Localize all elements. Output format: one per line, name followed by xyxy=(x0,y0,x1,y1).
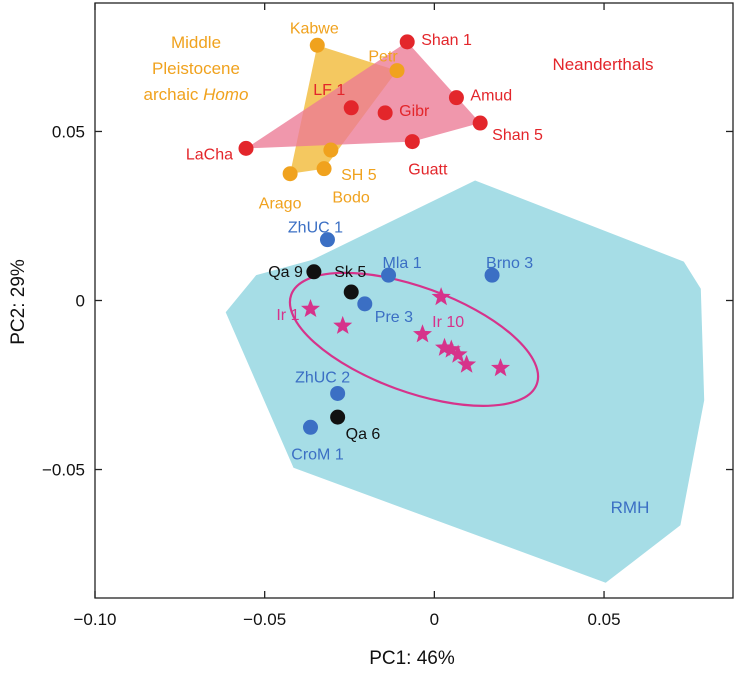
point-label: Pre 3 xyxy=(375,309,413,326)
point-label: ZhUC 2 xyxy=(295,369,350,386)
point-label: Guatt xyxy=(408,162,448,179)
neanderthal-point xyxy=(238,140,254,156)
point-label: Qa 9 xyxy=(268,264,303,281)
group-label-line: Pleistocene xyxy=(152,59,240,78)
point-label: Mla 1 xyxy=(383,255,422,272)
point-label: Brno 3 xyxy=(486,255,533,272)
star-point xyxy=(491,358,510,377)
qafzeh-point xyxy=(306,264,322,280)
group-label-italic: Homo xyxy=(203,85,248,104)
y-axis-title: PC2: 29% xyxy=(8,259,29,345)
star-point xyxy=(333,315,353,334)
x-tick-label: 0.05 xyxy=(587,610,620,629)
group-label-line: RMH xyxy=(611,498,650,517)
neanderthal-point xyxy=(448,90,464,106)
y-tick-label: 0 xyxy=(76,292,85,311)
archaic-point xyxy=(316,161,332,177)
rmh_point-point xyxy=(302,419,318,435)
star-point xyxy=(441,339,461,358)
neanderthal-point xyxy=(377,105,393,121)
y-tick-label: −0.05 xyxy=(42,461,85,480)
point-label: Sk 5 xyxy=(334,264,366,281)
point-label: Bodo xyxy=(332,190,369,207)
point-label: SH 5 xyxy=(341,167,377,184)
rmh_point-point xyxy=(330,385,346,401)
x-tick-label: 0 xyxy=(430,610,439,629)
rmh_point-point xyxy=(381,267,397,283)
archaic-point xyxy=(389,63,405,79)
archaic-point xyxy=(282,166,298,182)
group-label-line: Middle xyxy=(171,33,221,52)
point-label: Ir 1 xyxy=(276,307,299,324)
neanderthal-point xyxy=(404,134,420,150)
neanderthal-point xyxy=(343,100,359,116)
point-label: Qa 6 xyxy=(346,426,381,443)
qafzeh-point xyxy=(330,409,346,425)
point-label: Petr xyxy=(368,49,398,66)
point-label: Ir 10 xyxy=(432,314,464,331)
neanderthal-point xyxy=(472,115,488,131)
group-label-line: archaic Homo xyxy=(144,85,249,104)
x-tick-label: −0.10 xyxy=(73,610,116,629)
group-label-text: archaic xyxy=(144,85,204,104)
point-label: Shan 5 xyxy=(492,127,543,144)
point-label: Kabwe xyxy=(290,20,339,37)
x-tick-label: −0.05 xyxy=(243,610,286,629)
x-axis-title: PC1: 46% xyxy=(369,648,455,669)
archaic-point xyxy=(309,37,325,53)
ellipse-layer xyxy=(288,271,540,407)
group-label-layer: Middle Pleistocene archaic Homo Neanderthal… xyxy=(144,33,654,517)
neanderthal-point xyxy=(399,34,415,50)
rmh_point-point xyxy=(484,267,500,283)
hull-layer xyxy=(225,41,705,583)
star-point xyxy=(457,354,477,373)
qafzeh-point xyxy=(343,284,359,300)
star-point xyxy=(301,299,320,317)
y-tick-label: 0.05 xyxy=(52,122,85,141)
point-label: Arago xyxy=(259,196,302,213)
point-label: CroM 1 xyxy=(291,446,344,463)
rmh_point-point xyxy=(319,232,335,248)
tick-layer: −0.10 −0.05 0 0.05 −0.05 0 0.05 xyxy=(42,3,733,629)
iberomaurusian-ellipse xyxy=(288,271,540,407)
point-label: LaCha xyxy=(186,146,233,163)
point-label: Amud xyxy=(470,88,512,105)
point-label: Shan 1 xyxy=(421,32,472,49)
point-label: Gibr xyxy=(399,103,430,120)
archaic-point xyxy=(323,142,339,158)
neanderthal-hull xyxy=(246,41,481,149)
point-layer xyxy=(238,34,510,435)
point-label: LF 1 xyxy=(313,82,345,99)
star-point xyxy=(431,287,451,306)
group-label-line: Neanderthals xyxy=(552,55,653,74)
point-label: ZhUC 1 xyxy=(288,220,343,237)
star-point xyxy=(448,344,468,363)
rmh_point-point xyxy=(357,296,373,312)
star-point xyxy=(413,324,432,343)
rmh-hull xyxy=(225,180,705,583)
label-layer: Kabwe Petr SH 5 Bodo Arago Shan 1 LF 1 Gibr Amud… xyxy=(186,20,543,463)
